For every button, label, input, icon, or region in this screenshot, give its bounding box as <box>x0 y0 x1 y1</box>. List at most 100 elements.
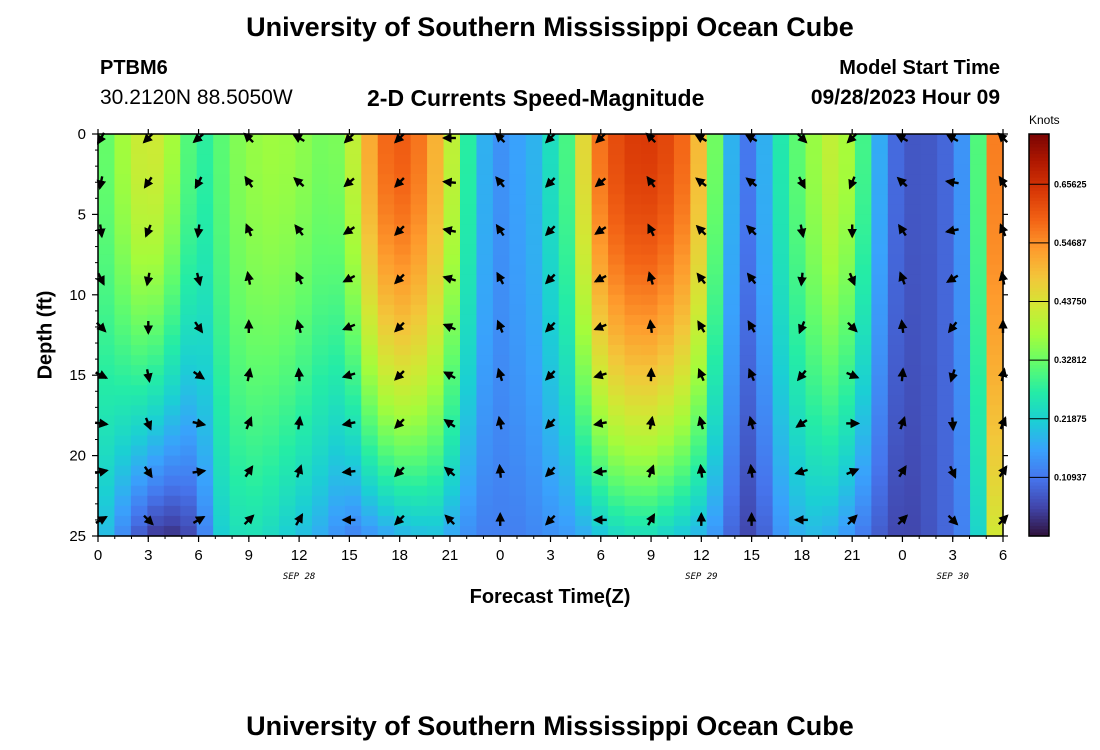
heatmap-cell <box>476 144 494 155</box>
heatmap-cell <box>904 224 922 236</box>
heatmap-cell <box>525 324 543 336</box>
heatmap-cell <box>427 184 445 195</box>
heatmap-cell <box>246 485 264 497</box>
heatmap-cell <box>130 395 148 406</box>
heatmap-cell <box>163 335 181 346</box>
heatmap-cell <box>970 304 988 316</box>
heatmap-cell <box>723 435 741 447</box>
current-arrow <box>947 321 958 334</box>
heatmap-cell <box>542 385 560 396</box>
heatmap-cell <box>460 345 478 356</box>
heatmap-cell <box>213 254 231 266</box>
heatmap-cell <box>476 385 494 396</box>
heatmap-cell <box>509 495 527 507</box>
heatmap-cell <box>492 234 510 246</box>
colorbar-segment <box>1029 425 1049 430</box>
heatmap-cell <box>542 425 560 437</box>
heatmap-cell <box>114 435 132 447</box>
heatmap-cell <box>887 375 905 386</box>
heatmap-cell <box>98 355 116 366</box>
heatmap-cell <box>476 164 494 175</box>
current-arrow <box>646 415 656 430</box>
current-arrow <box>948 369 958 383</box>
heatmap-cell <box>328 385 346 396</box>
heatmap-cell <box>739 385 757 396</box>
heatmap-cell <box>690 415 708 427</box>
heatmap-cell <box>147 284 165 296</box>
heatmap-cell <box>756 335 774 346</box>
heatmap-cell <box>854 485 872 497</box>
heatmap-cell <box>756 395 774 406</box>
heatmap-cell <box>904 294 922 306</box>
heatmap-cell <box>410 525 428 537</box>
heatmap-cell <box>690 405 708 416</box>
heatmap-cell <box>772 405 790 416</box>
colorbar-segment <box>1029 375 1049 380</box>
heatmap-cell <box>344 525 362 537</box>
heatmap-cell <box>443 194 461 205</box>
heatmap-cell <box>229 264 247 276</box>
heatmap-cell <box>525 385 543 396</box>
heatmap-cell <box>114 525 132 537</box>
current-arrow <box>192 418 207 428</box>
colorbar-segment <box>1029 512 1049 517</box>
heatmap-cell <box>970 395 988 406</box>
heatmap-cell <box>492 144 510 155</box>
heatmap-cell <box>213 385 231 396</box>
heatmap-cell <box>756 324 774 336</box>
heatmap-cell <box>163 485 181 497</box>
current-arrow <box>143 417 153 431</box>
heatmap-cell <box>114 405 132 416</box>
current-arrow <box>343 132 355 144</box>
heatmap-cell <box>509 234 527 246</box>
heatmap-cell <box>163 294 181 306</box>
heatmap-cell <box>772 224 790 236</box>
heatmap-cell <box>328 405 346 416</box>
heatmap-cell <box>147 224 165 236</box>
heatmap-cell <box>361 264 379 276</box>
heatmap-cell <box>460 445 478 457</box>
heatmap-cell <box>937 385 955 396</box>
heatmap-cell <box>377 445 395 457</box>
heatmap-cell <box>525 345 543 356</box>
heatmap-cell <box>624 415 642 427</box>
heatmap-cell <box>163 455 181 467</box>
heatmap-cell <box>130 304 148 316</box>
heatmap-cell <box>295 304 313 316</box>
heatmap-cell <box>986 435 1004 447</box>
heatmap-cell <box>213 345 231 356</box>
heatmap-cell <box>328 234 346 246</box>
heatmap-cell <box>575 284 593 296</box>
heatmap-cell <box>822 355 840 366</box>
heatmap-cell <box>920 405 938 416</box>
heatmap-cell <box>706 455 724 467</box>
current-arrow <box>595 132 606 144</box>
heatmap-cell <box>641 284 659 296</box>
colorbar-segment <box>1029 489 1049 494</box>
heatmap-cell <box>887 525 905 537</box>
heatmap-cell <box>460 415 478 427</box>
heatmap-cell <box>311 475 329 487</box>
heatmap-cell <box>295 294 313 306</box>
heatmap-cell <box>328 435 346 447</box>
heatmap-cell <box>229 425 247 437</box>
colorbar-segment <box>1029 281 1049 286</box>
heatmap-cell <box>476 214 494 226</box>
heatmap-cell <box>706 294 724 306</box>
heatmap-cell <box>756 264 774 276</box>
heatmap-cell <box>887 365 905 376</box>
heatmap-cell <box>525 425 543 437</box>
heatmap-cell <box>213 194 231 205</box>
heatmap-cell <box>673 274 691 286</box>
current-arrow <box>443 466 456 477</box>
heatmap-cell <box>854 304 872 316</box>
heatmap-cell <box>624 304 642 316</box>
colorbar-segment <box>1029 144 1049 148</box>
heatmap-cell <box>130 174 148 185</box>
heatmap-cell <box>542 164 560 175</box>
current-arrow <box>394 177 405 188</box>
heatmap-cell <box>624 274 642 286</box>
current-arrow <box>847 272 856 287</box>
heatmap-cell <box>986 134 1004 145</box>
heatmap-cell <box>953 244 971 256</box>
